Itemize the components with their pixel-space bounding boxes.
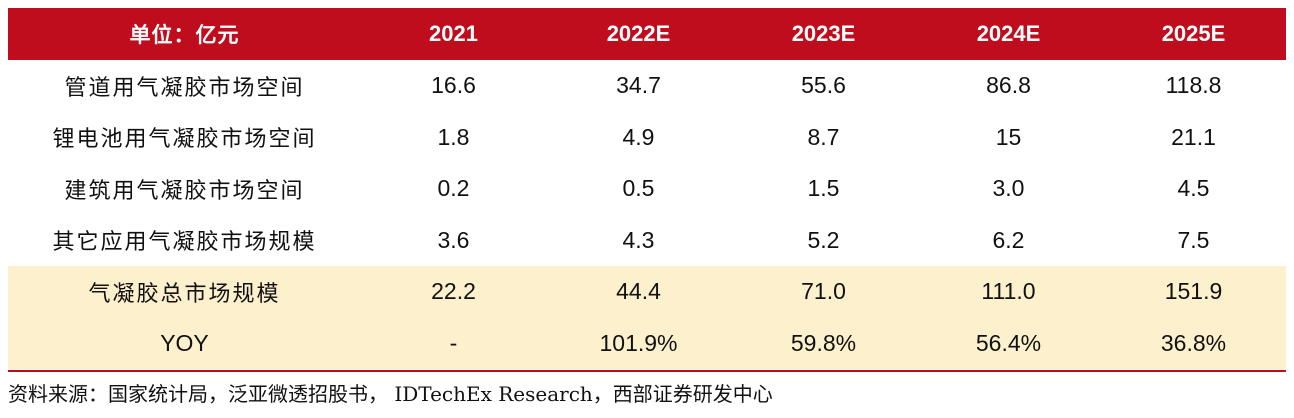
table-cell: 118.8 [1165,72,1222,99]
table-cell: 3.0 [992,175,1025,202]
row-label: 管道用气凝胶市场空间 [64,75,305,101]
table-cell: 8.7 [807,123,840,150]
table-cell: 34.7 [616,72,661,99]
table-cell: 71.0 [801,278,846,305]
table-cell: 4.5 [1177,175,1210,202]
table-header-row: 单位：亿元 2021 2022E 2023E 2024E 2025E [8,8,1286,60]
market-size-table: 单位：亿元 2021 2022E 2023E 2024E 2025E 管道用气凝… [8,8,1286,369]
market-size-table-container: 单位：亿元 2021 2022E 2023E 2024E 2025E 管道用气凝… [8,8,1286,369]
header-unit-label: 单位：亿元 [129,23,240,47]
row-label: YOY [160,329,209,356]
row-label: 锂电池用气凝胶市场空间 [52,127,317,153]
table-cell: 86.8 [986,72,1031,99]
table-cell: 4.3 [622,226,655,253]
table-cell: 44.4 [616,278,661,305]
header-year-2023e: 2023E [791,21,856,46]
table-row-building: 建筑用气凝胶市场空间 0.2 0.5 1.5 3.0 4.5 [8,163,1286,215]
table-bottom-divider [8,370,1286,372]
table-row-other-applications: 其它应用气凝胶市场规模 3.6 4.3 5.2 6.2 7.5 [8,215,1286,267]
table-cell: 151.9 [1164,278,1223,305]
table-cell: 55.6 [801,72,846,99]
table-cell: 0.2 [437,175,470,202]
table-cell: 59.8% [790,329,857,356]
table-row-pipeline: 管道用气凝胶市场空间 16.6 34.7 55.6 86.8 118.8 [8,60,1286,112]
table-cell: 6.2 [992,226,1025,253]
table-cell: 56.4% [975,329,1042,356]
table-cell: 4.9 [622,123,655,150]
table-cell: 0.5 [622,175,655,202]
table-row-yoy: YOY - 101.9% 59.8% 56.4% 36.8% [8,317,1286,369]
row-label: 气凝胶总市场规模 [88,281,281,307]
table-cell: 1.5 [807,175,840,202]
table-row-lithium-battery: 锂电池用气凝胶市场空间 1.8 4.9 8.7 15 21.1 [8,112,1286,164]
table-cell: 21.1 [1171,123,1216,150]
header-year-2024e: 2024E [976,21,1041,46]
header-year-2021: 2021 [429,21,478,46]
row-label: 其它应用气凝胶市场规模 [52,230,317,256]
table-cell: 101.9% [599,329,678,356]
table-cell: 16.6 [431,72,476,99]
table-cell: 111.0 [981,278,1036,305]
row-label: 建筑用气凝胶市场空间 [64,178,305,204]
header-year-2022e: 2022E [606,21,671,46]
table-cell: 15 [995,123,1022,150]
table-cell: - [449,329,458,356]
table-cell: 5.2 [807,226,840,253]
table-cell: 22.2 [431,278,476,305]
table-cell: 1.8 [437,123,470,150]
table-row-total-market: 气凝胶总市场规模 22.2 44.4 71.0 111.0 151.9 [8,266,1286,318]
source-note: 资料来源：国家统计局，泛亚微透招股书， IDTechEx Research，西部… [8,382,773,406]
header-year-2025e: 2025E [1161,21,1226,46]
table-cell: 36.8% [1160,329,1227,356]
table-cell: 7.5 [1177,226,1210,253]
table-cell: 3.6 [437,226,470,253]
